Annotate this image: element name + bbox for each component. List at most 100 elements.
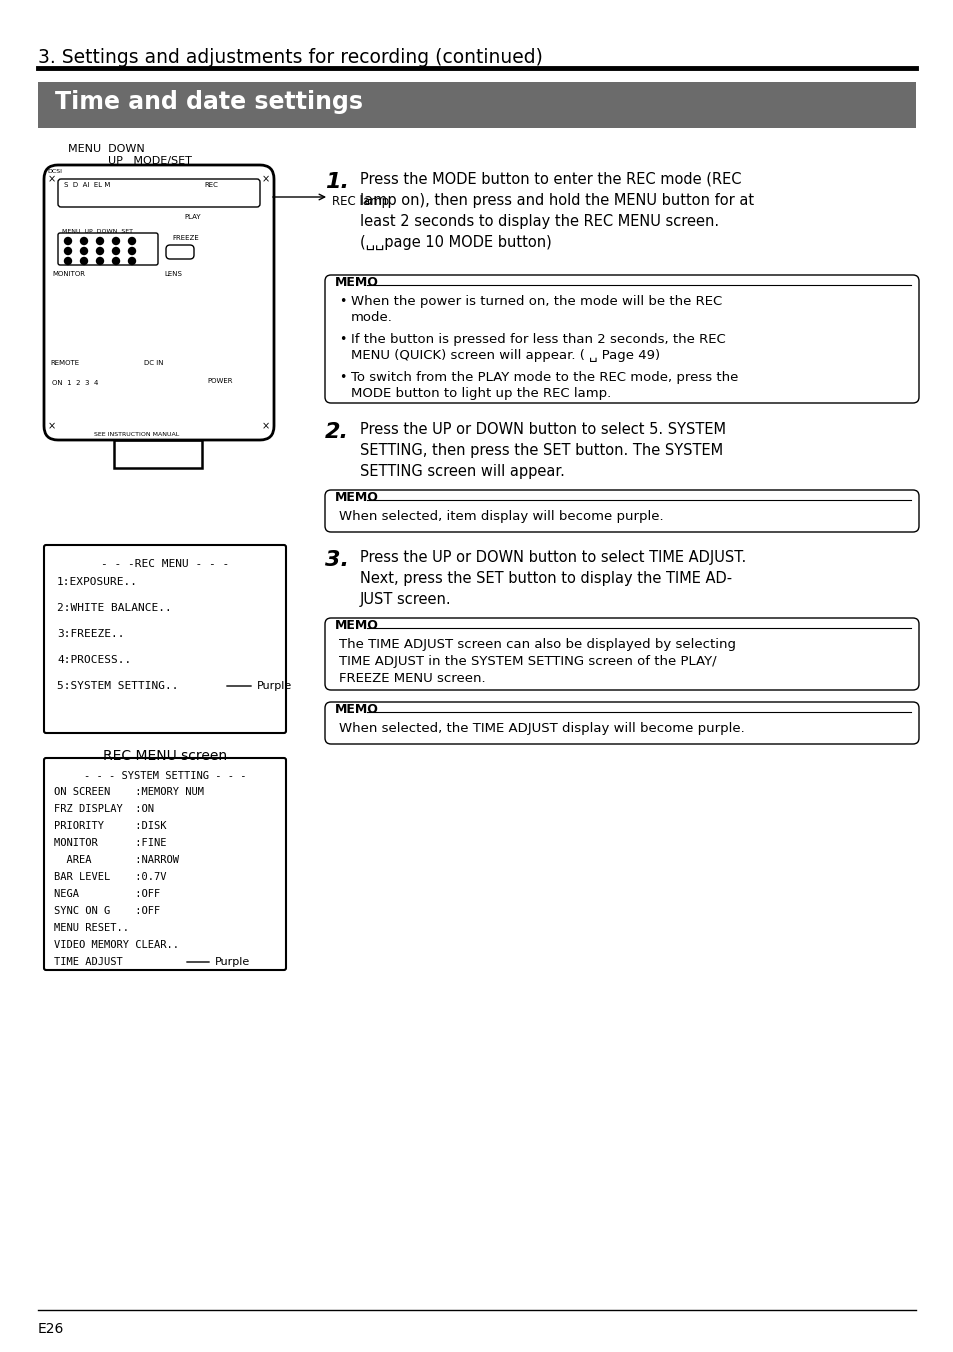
- Circle shape: [129, 247, 135, 254]
- FancyBboxPatch shape: [325, 274, 918, 403]
- Circle shape: [65, 247, 71, 254]
- Text: The TIME ADJUST screen can also be displayed by selecting: The TIME ADJUST screen can also be displ…: [338, 638, 735, 652]
- Text: DCSI: DCSI: [47, 169, 62, 174]
- Text: 1:EXPOSURE..: 1:EXPOSURE..: [57, 577, 138, 587]
- Bar: [54, 677, 222, 694]
- Bar: [66, 211, 94, 227]
- Circle shape: [96, 257, 103, 265]
- Text: 2:WHITE BALANCE..: 2:WHITE BALANCE..: [57, 603, 172, 612]
- Text: ON  1  2  3  4: ON 1 2 3 4: [52, 380, 98, 387]
- Circle shape: [112, 247, 119, 254]
- Bar: [58, 397, 68, 407]
- Circle shape: [96, 247, 103, 254]
- Text: REC MENU screen: REC MENU screen: [103, 749, 227, 763]
- Text: MEMO: MEMO: [335, 619, 378, 631]
- Text: lamp on), then press and hold the MENU button for at: lamp on), then press and hold the MENU b…: [359, 193, 753, 208]
- Bar: [84, 397, 94, 407]
- Text: Time and date settings: Time and date settings: [55, 91, 363, 114]
- Bar: [113, 439, 202, 468]
- Text: ×: ×: [48, 174, 56, 184]
- Text: MENU (QUICK) screen will appear. ( ␣ Page 49): MENU (QUICK) screen will appear. ( ␣ Pag…: [351, 349, 659, 362]
- Text: •: •: [338, 295, 346, 308]
- Text: UP   MODE/SET: UP MODE/SET: [108, 155, 192, 166]
- Text: MEMO: MEMO: [335, 491, 378, 504]
- Text: FRZ DISPLAY  :ON: FRZ DISPLAY :ON: [54, 804, 153, 814]
- Text: 2.: 2.: [325, 422, 349, 442]
- Text: Press the UP or DOWN button to select 5. SYSTEM: Press the UP or DOWN button to select 5.…: [359, 422, 725, 437]
- Bar: [146, 211, 173, 227]
- Circle shape: [129, 238, 135, 245]
- Text: ×: ×: [48, 420, 56, 431]
- FancyBboxPatch shape: [166, 245, 193, 260]
- Bar: [56, 393, 113, 411]
- Text: ×: ×: [262, 174, 270, 184]
- Circle shape: [112, 238, 119, 245]
- Text: FREEZE MENU screen.: FREEZE MENU screen.: [338, 672, 485, 685]
- Bar: [52, 955, 182, 969]
- Text: 3. Settings and adjustments for recording (continued): 3. Settings and adjustments for recordin…: [38, 49, 542, 68]
- Text: least 2 seconds to display the REC MENU screen.: least 2 seconds to display the REC MENU …: [359, 214, 719, 228]
- Text: - - -REC MENU - - -: - - -REC MENU - - -: [101, 558, 229, 569]
- Text: REMOTE: REMOTE: [50, 360, 79, 366]
- Text: (␣␣page 10 MODE button): (␣␣page 10 MODE button): [359, 235, 551, 250]
- Text: DC IN: DC IN: [144, 360, 163, 366]
- Text: JUST screen.: JUST screen.: [359, 592, 451, 607]
- Text: MENU RESET..: MENU RESET..: [54, 923, 129, 933]
- FancyBboxPatch shape: [44, 545, 286, 733]
- Text: VIDEO MEMORY CLEAR..: VIDEO MEMORY CLEAR..: [54, 940, 179, 950]
- Text: Press the UP or DOWN button to select TIME ADJUST.: Press the UP or DOWN button to select TI…: [359, 550, 745, 565]
- FancyBboxPatch shape: [44, 165, 274, 439]
- Text: ON SCREEN    :MEMORY NUM: ON SCREEN :MEMORY NUM: [54, 787, 204, 796]
- Text: 3:FREEZE..: 3:FREEZE..: [57, 629, 125, 639]
- Circle shape: [112, 257, 119, 265]
- Circle shape: [129, 257, 135, 265]
- Text: REC: REC: [204, 183, 217, 188]
- Text: TIME ADJUST: TIME ADJUST: [54, 957, 123, 967]
- Text: If the button is pressed for less than 2 seconds, the REC: If the button is pressed for less than 2…: [351, 333, 725, 346]
- Text: To switch from the PLAY mode to the REC mode, press the: To switch from the PLAY mode to the REC …: [351, 370, 738, 384]
- Text: POWER: POWER: [207, 379, 233, 384]
- Text: •: •: [338, 370, 346, 384]
- Text: 4:PROCESS..: 4:PROCESS..: [57, 654, 132, 665]
- Text: PLAY: PLAY: [184, 214, 200, 220]
- Bar: [97, 397, 107, 407]
- Bar: [186, 211, 213, 227]
- Text: When selected, the TIME ADJUST display will become purple.: When selected, the TIME ADJUST display w…: [338, 722, 744, 735]
- Text: •: •: [338, 333, 346, 346]
- Text: SYNC ON G    :OFF: SYNC ON G :OFF: [54, 906, 160, 917]
- FancyBboxPatch shape: [58, 178, 260, 207]
- Text: - - - SYSTEM SETTING - - -: - - - SYSTEM SETTING - - -: [84, 771, 246, 781]
- Text: Next, press the SET button to display the TIME AD-: Next, press the SET button to display th…: [359, 571, 731, 585]
- Text: MEMO: MEMO: [335, 703, 378, 717]
- Text: REC lamp: REC lamp: [332, 195, 389, 208]
- Text: SEE INSTRUCTION MANUAL: SEE INSTRUCTION MANUAL: [94, 433, 179, 437]
- FancyBboxPatch shape: [44, 758, 286, 969]
- Text: MONITOR      :FINE: MONITOR :FINE: [54, 838, 167, 848]
- FancyBboxPatch shape: [58, 233, 158, 265]
- Text: Purple: Purple: [214, 957, 250, 967]
- Bar: [71, 397, 81, 407]
- Text: PRIORITY     :DISK: PRIORITY :DISK: [54, 821, 167, 831]
- Text: mode.: mode.: [351, 311, 393, 324]
- Text: AREA       :NARROW: AREA :NARROW: [54, 854, 179, 865]
- Text: TIME ADJUST in the SYSTEM SETTING screen of the PLAY/: TIME ADJUST in the SYSTEM SETTING screen…: [338, 654, 716, 668]
- Text: ×: ×: [262, 420, 270, 431]
- Text: NEGA         :OFF: NEGA :OFF: [54, 890, 160, 899]
- Text: Press the MODE button to enter the REC mode (REC: Press the MODE button to enter the REC m…: [359, 172, 740, 187]
- Text: Purple: Purple: [256, 681, 292, 691]
- Circle shape: [80, 238, 88, 245]
- Text: 3.: 3.: [325, 550, 349, 571]
- Text: When the power is turned on, the mode will be the REC: When the power is turned on, the mode wi…: [351, 295, 721, 308]
- Circle shape: [80, 247, 88, 254]
- Text: SETTING screen will appear.: SETTING screen will appear.: [359, 464, 564, 479]
- Text: LENS: LENS: [164, 270, 182, 277]
- Circle shape: [65, 238, 71, 245]
- Text: MONITOR: MONITOR: [52, 270, 85, 277]
- Text: When selected, item display will become purple.: When selected, item display will become …: [338, 510, 663, 523]
- Text: S  D  AI  EL M: S D AI EL M: [64, 183, 111, 188]
- Text: SETTING, then press the SET button. The SYSTEM: SETTING, then press the SET button. The …: [359, 443, 722, 458]
- FancyBboxPatch shape: [325, 702, 918, 744]
- Bar: [38, 82, 915, 128]
- Text: E26: E26: [38, 1322, 64, 1336]
- Text: BAR LEVEL    :0.7V: BAR LEVEL :0.7V: [54, 872, 167, 882]
